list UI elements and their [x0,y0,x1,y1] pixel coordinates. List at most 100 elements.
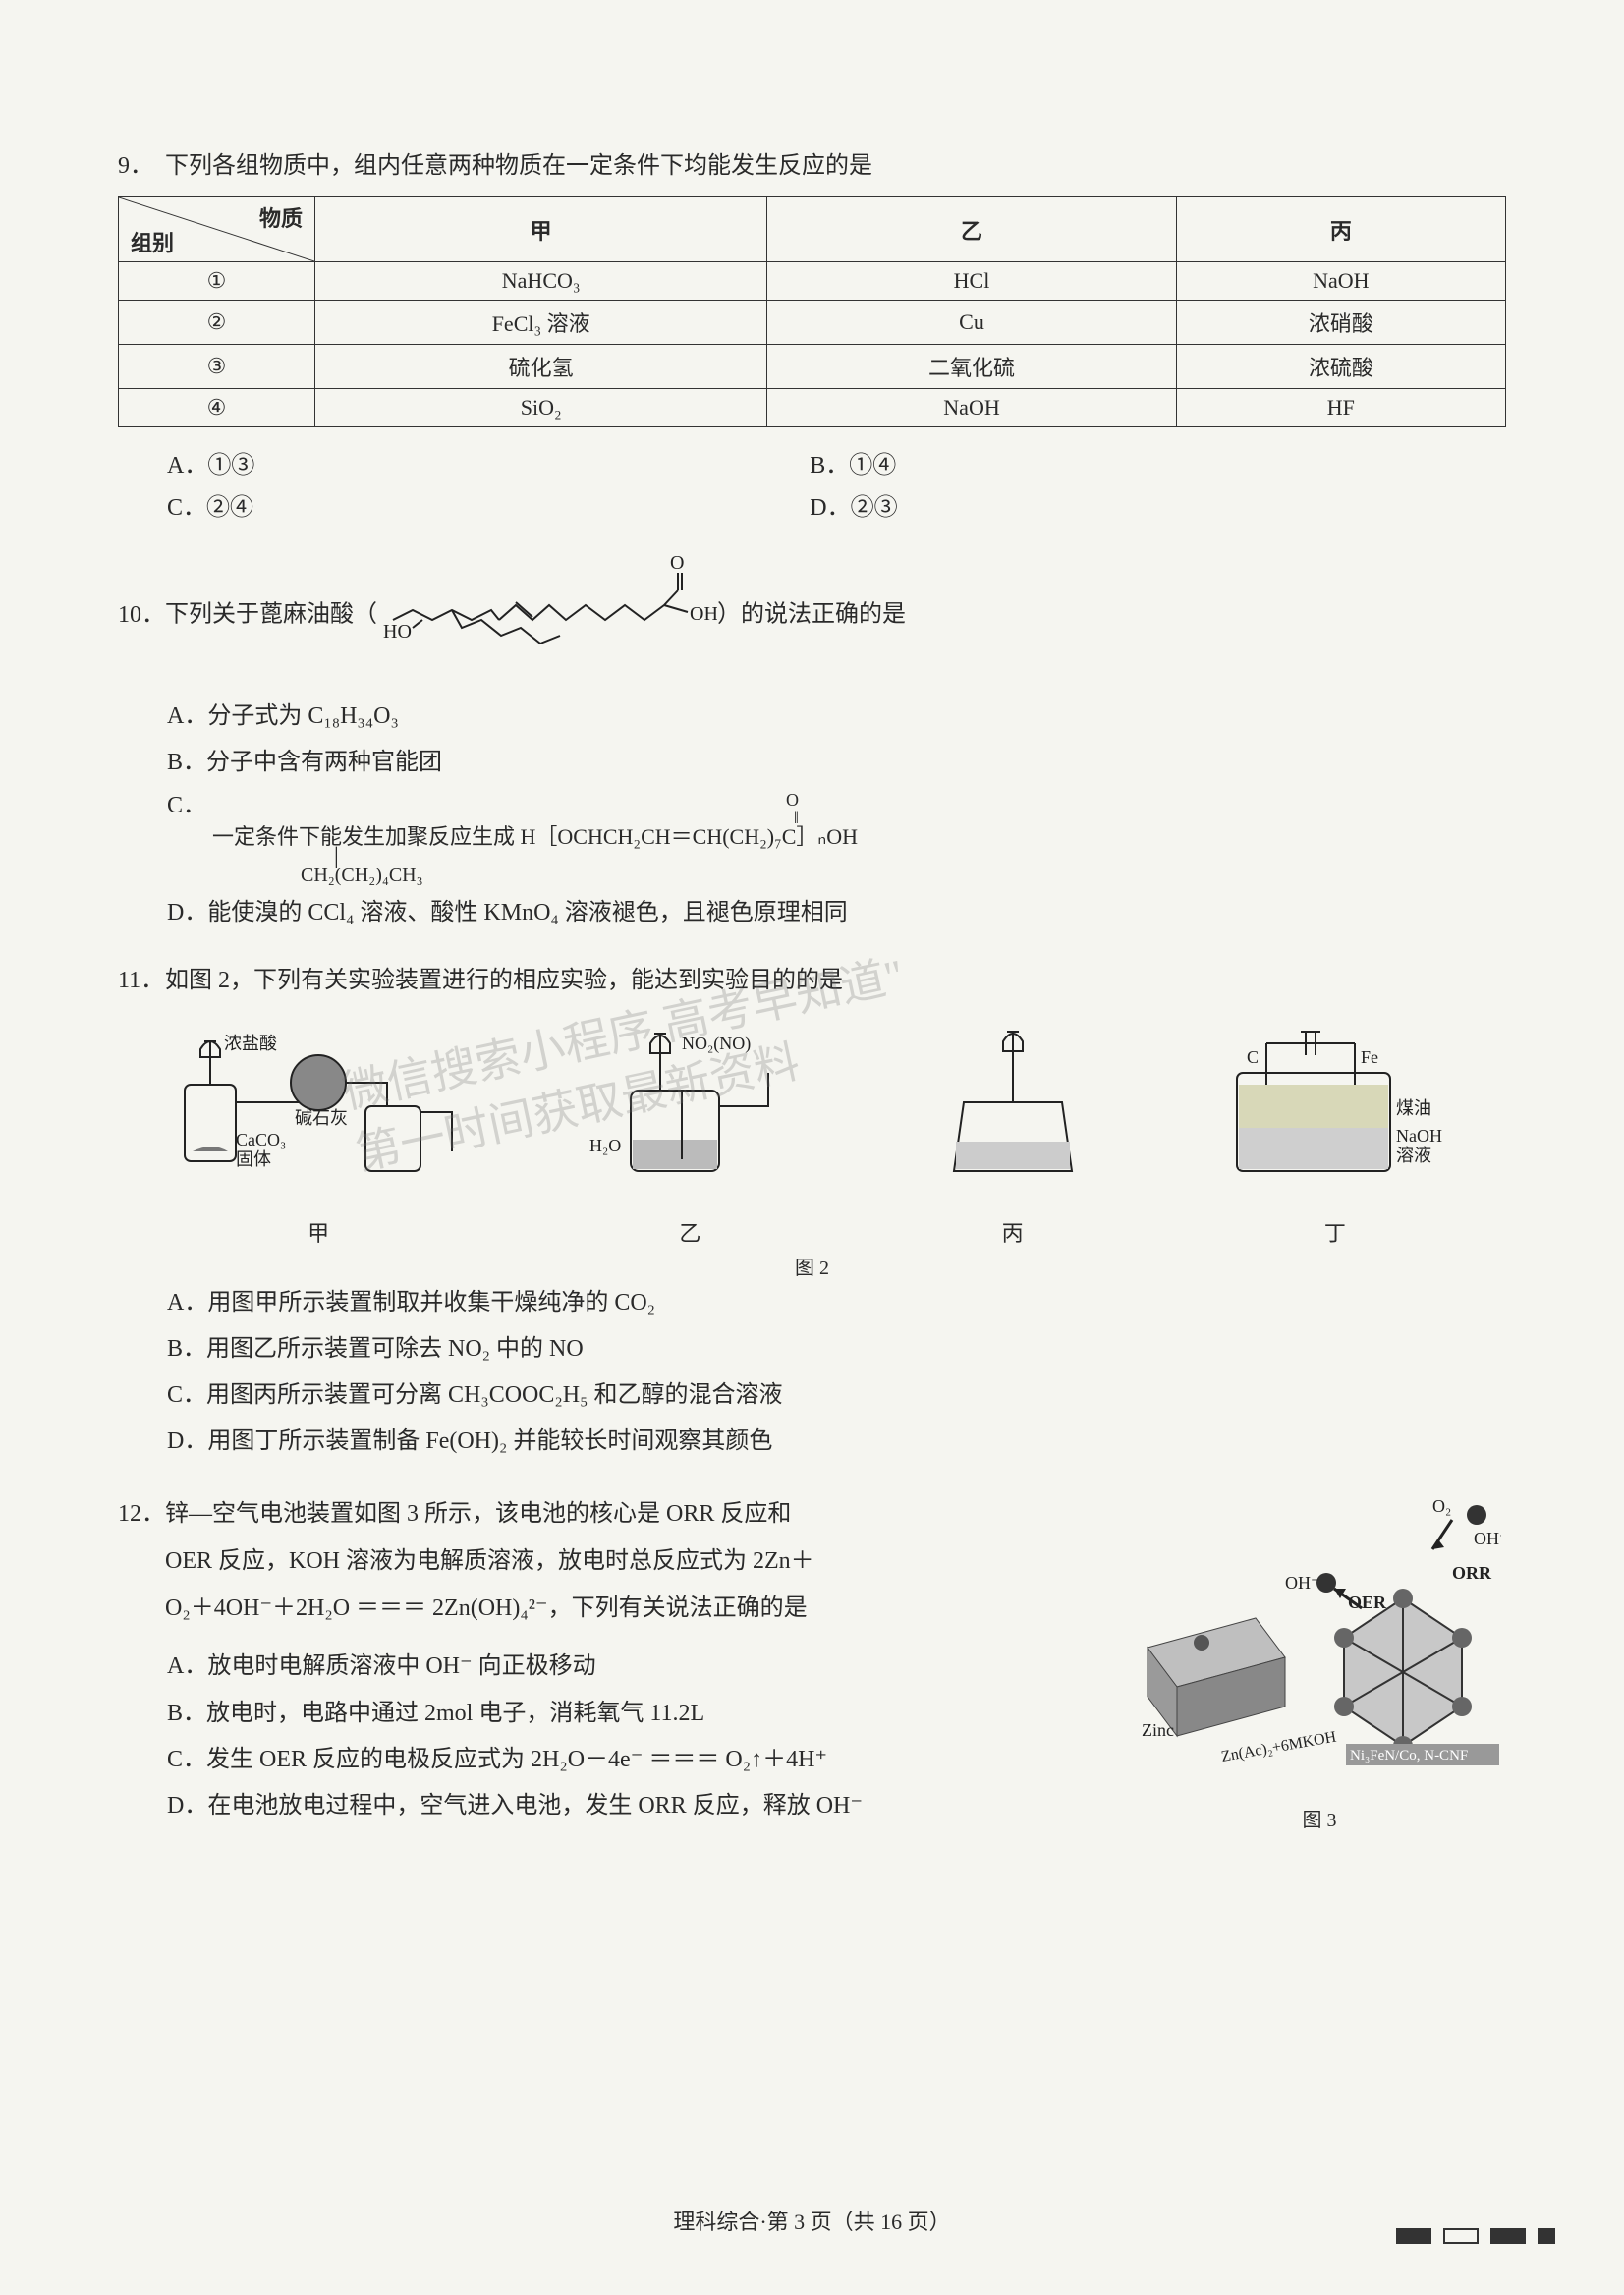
q9-D-text: ②③ [851,495,898,521]
fig-label: 丁 [1217,1216,1453,1248]
svg-text:O: O [670,552,684,574]
q9-cell: 二氧化硫 [767,345,1176,389]
mark-icon [1490,2228,1526,2244]
mark-icon [1538,2228,1555,2244]
q11-number: 11． [118,962,165,999]
label: 浓盐酸 [224,1034,277,1053]
q11-fig-jia: 浓盐酸 碱石灰 CaCO₃ 固体 甲 [171,1014,466,1248]
label: C [1247,1047,1259,1067]
q10-option-B[interactable]: B．分子中含有两种官能团 [167,740,1506,786]
q10-option-D[interactable]: D．能使溴的 CCl₄ 溶液、酸性 KMnO₄ 溶液褪色，且褪色原理相同 [167,890,1506,936]
q9-col-1: 甲 [315,197,767,262]
mark-icon [1443,2228,1479,2244]
q9-cell: 硫化氢 [315,345,767,389]
q11-D-text: 用图丁所示装置制备 Fe(OH)₂ 并能较长时间观察其颜色 [207,1428,772,1454]
q9-col-header-label: 物质 [259,201,303,233]
q9-cell: HF [1176,389,1505,427]
table-row: ④ SiO₂ NaOH HF [119,389,1506,427]
q11-fig-bing: 丙 [915,1014,1111,1248]
label: OH⁻ [1474,1529,1501,1548]
q12-option-D[interactable]: D．在电池放电过程中，空气进入电池，发生 ORR 反应，释放 OH⁻ [167,1783,1113,1829]
q10-number: 10． [118,596,165,634]
q10-C-text: 一定条件下能发生加聚反应生成 H［OCHCH₂CH＝CH(CH₂)₇C］ₙOH [212,826,858,848]
q9-row-id: ② [119,301,315,345]
q9-number: 9． [118,147,165,185]
q11-fig-yi: NO₂(NO) H₂O 乙 [572,1014,808,1248]
q12-A-text: 放电时电解质溶液中 OH⁻ 向正极移动 [207,1653,595,1679]
q9-cell: NaOH [1176,262,1505,301]
svg-text:OH: OH [690,603,717,625]
q11-stem-text: 如图 2，下列有关实验装置进行的相应实验，能达到实验目的的是 [165,968,843,993]
q9-stem: 9．下列各组物质中，组内任意两种物质在一定条件下均能发生反应的是 [118,147,1506,185]
q9-options: A．①③ B．①④ C．②④ D．②③ [167,441,1506,526]
ricinoleic-acid-structure-icon: HO O OH [383,551,717,681]
zinc-air-battery-icon: O₂ OH⁻ ORR OH⁻ OER Zinc Zn(Ac)₂+6MKOH Ni… [1138,1490,1501,1795]
fig-label: 甲 [171,1216,466,1248]
apparatus-bing-icon [915,1014,1111,1210]
q10-A-text: 分子式为 C₁₈H₃₄O₃ [207,703,399,729]
q12-option-C[interactable]: C．发生 OER 反应的电极反应式为 2H₂O－4e⁻ ＝＝＝ O₂↑＋4H⁺ [167,1737,1113,1783]
label: Zn(Ac)₂+6MKOH [1220,1729,1338,1765]
q11-option-C[interactable]: C．用图丙所示装置可分离 CH₃COOC₂H₅ 和乙醇的混合溶液 [167,1372,1506,1419]
q9-cell: FeCl₃ 溶液 [315,301,767,345]
q12-number: 12． [118,1490,165,1538]
q10-options: A．分子式为 C₁₈H₃₄O₃ B．分子中含有两种官能团 C． O ‖ 一定条件… [167,694,1506,937]
fig-label: 丙 [915,1216,1111,1248]
q12-C-text: 发生 OER 反应的电极反应式为 2H₂O－4e⁻ ＝＝＝ O₂↑＋4H⁺ [206,1747,827,1772]
q9-cell: NaOH [767,389,1176,427]
q12-D-text: 在电池放电过程中，空气进入电池，发生 ORR 反应，释放 OH⁻ [207,1793,863,1819]
question-12: 12．锌—空气电池装置如图 3 所示，该电池的核心是 ORR 反应和 OER 反… [118,1490,1506,1832]
q11-fig-ding: C Fe 煤油 NaOH 溶液 丁 [1217,1014,1453,1248]
q9-table: 物质 组别 甲 乙 丙 ① NaHCO₃ HCl NaOH ② FeCl₃ 溶液… [118,196,1506,427]
question-9: 9．下列各组物质中，组内任意两种物质在一定条件下均能发生反应的是 物质 组别 甲… [118,147,1506,526]
q9-option-C[interactable]: C．②④ [167,483,810,526]
question-11: 11．如图 2，下列有关实验装置进行的相应实验，能达到实验目的的是 浓盐酸 碱石… [118,962,1506,1465]
table-row: ① NaHCO₃ HCl NaOH [119,262,1506,301]
footer-marks [1396,2228,1555,2244]
q12-option-B[interactable]: B．放电时，电路中通过 2mol 电子，消耗氧气 11.2L [167,1691,1113,1737]
q12-fig-caption: 图 3 [1133,1804,1506,1832]
q11-figure-row: 浓盐酸 碱石灰 CaCO₃ 固体 甲 NO₂(NO) H₂O [118,1014,1506,1248]
q9-cell: NaHCO₃ [315,262,767,301]
q9-col-3: 丙 [1176,197,1505,262]
q9-B-text: ①④ [849,453,896,478]
page-footer: 理科综合·第 3 页（共 16 页） [0,2205,1624,2236]
q11-option-B[interactable]: B．用图乙所示装置可除去 NO₂ 中的 NO [167,1326,1506,1372]
label: Fe [1361,1047,1378,1067]
label: CaCO₃ [236,1130,286,1149]
q11-B-text: 用图乙所示装置可除去 NO₂ 中的 NO [206,1336,584,1362]
q9-option-A[interactable]: A．①③ [167,441,810,483]
label: 溶液 [1396,1146,1431,1165]
q11-options: A．用图甲所示装置制取并收集干燥纯净的 CO₂ B．用图乙所示装置可除去 NO₂… [167,1280,1506,1466]
q9-row-id: ④ [119,389,315,427]
q10-D-text: 能使溴的 CCl₄ 溶液、酸性 KMnO₄ 溶液褪色，且褪色原理相同 [207,900,847,925]
svg-text:HO: HO [383,621,412,643]
q10-stem-post: ）的说法正确的是 [717,602,906,628]
q12-stem-l3: O₂＋4OH⁻＋2H₂O ＝＝＝ 2Zn(OH)₄²⁻，下列有关说法正确的是 [118,1595,808,1621]
q10-option-C[interactable]: C． O ‖ 一定条件下能发生加聚反应生成 H［OCHCH₂CH＝CH(CH₂)… [167,786,1506,890]
q9-cell: Cu [767,301,1176,345]
label: 固体 [236,1149,271,1169]
q9-option-B[interactable]: B．①④ [810,441,1452,483]
label: OER [1348,1593,1387,1612]
q12-options: A．放电时电解质溶液中 OH⁻ 向正极移动 B．放电时，电路中通过 2mol 电… [167,1644,1113,1829]
q9-option-D[interactable]: D．②③ [810,483,1452,526]
q10-option-A[interactable]: A．分子式为 C₁₈H₃₄O₃ [167,694,1506,740]
q10-stem-pre: 下列关于蓖麻油酸（ [165,602,377,628]
q10-B-text: 分子中含有两种官能团 [206,750,442,775]
q11-option-D[interactable]: D．用图丁所示装置制备 Fe(OH)₂ 并能较长时间观察其颜色 [167,1419,1506,1465]
q12-stem-l1: 锌—空气电池装置如图 3 所示，该电池的核心是 ORR 反应和 [165,1501,791,1527]
q12-option-A[interactable]: A．放电时电解质溶液中 OH⁻ 向正极移动 [167,1644,1113,1690]
label: O₂ [1432,1496,1451,1516]
q12-stem-l2: OER 反应，KOH 溶液为电解质溶液，放电时总反应式为 2Zn＋ [118,1548,814,1574]
q9-A-text: ①③ [207,453,254,478]
question-10: 10．下列关于蓖麻油酸（ HO [118,551,1506,936]
q9-row-id: ③ [119,345,315,389]
table-row: 物质 组别 甲 乙 丙 [119,197,1506,262]
label: NaOH [1396,1126,1442,1146]
q9-cell: 浓硝酸 [1176,301,1505,345]
fig-label: 乙 [572,1216,808,1248]
table-row: ③ 硫化氢 二氧化硫 浓硫酸 [119,345,1506,389]
q11-A-text: 用图甲所示装置制取并收集干燥纯净的 CO₂ [207,1290,655,1315]
q11-option-A[interactable]: A．用图甲所示装置制取并收集干燥纯净的 CO₂ [167,1280,1506,1326]
